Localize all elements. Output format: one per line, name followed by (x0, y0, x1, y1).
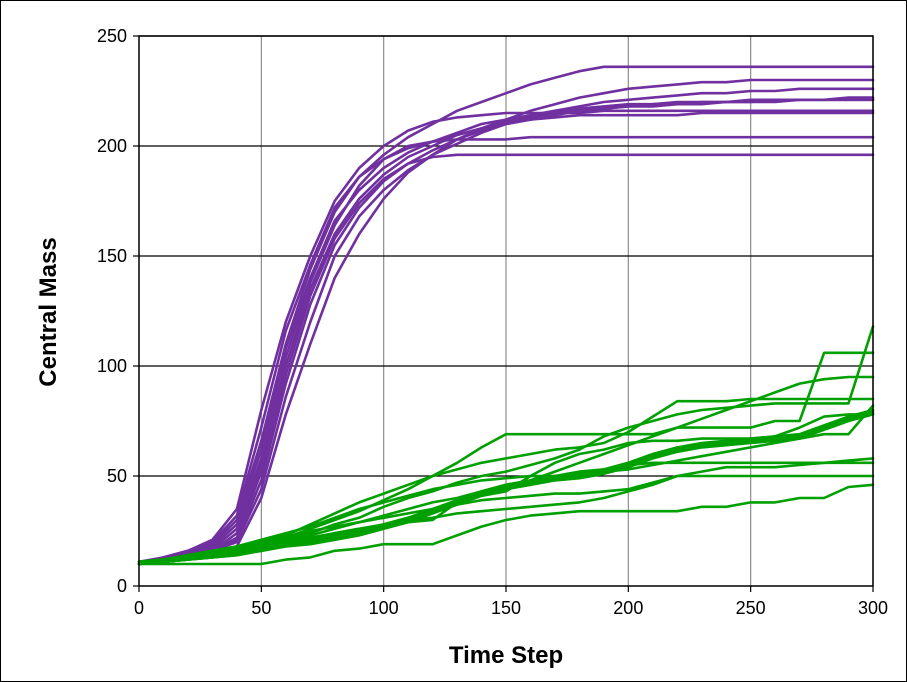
y-tick-label: 0 (117, 576, 127, 596)
series-line-6 (137, 78, 875, 566)
series-line-5 (137, 135, 875, 566)
x-tick-label: 50 (251, 598, 271, 618)
series-lines (137, 65, 875, 566)
y-tick-label: 50 (107, 466, 127, 486)
series-line-22 (137, 375, 875, 566)
series-line-16 (137, 483, 875, 566)
series-line-20 (137, 474, 875, 566)
series-line-21 (137, 404, 875, 564)
y-tick-label: 100 (97, 356, 127, 376)
x-tick-label: 300 (858, 598, 888, 618)
series-line-8 (137, 153, 875, 566)
x-axis-title: Time Step (449, 642, 563, 669)
y-tick-label: 250 (97, 26, 127, 46)
y-axis-title: Central Mass (35, 237, 62, 386)
series-line-14 (137, 413, 875, 566)
series-line-18 (137, 461, 875, 566)
x-tick-label: 250 (736, 598, 766, 618)
x-tick-label: 100 (369, 598, 399, 618)
series-line-4 (137, 109, 875, 564)
x-tick-label: 200 (613, 598, 643, 618)
y-tick-label: 200 (97, 136, 127, 156)
y-tick-label: 150 (97, 246, 127, 266)
axes: 0 50 100 150 200 250 300 0 50 100 150 200 250 (97, 26, 888, 618)
x-tick-label: 0 (134, 598, 144, 618)
series-line-10 (137, 111, 875, 566)
x-tick-label: 150 (491, 598, 521, 618)
series-line-7 (137, 65, 875, 566)
series-line-23 (137, 457, 875, 564)
